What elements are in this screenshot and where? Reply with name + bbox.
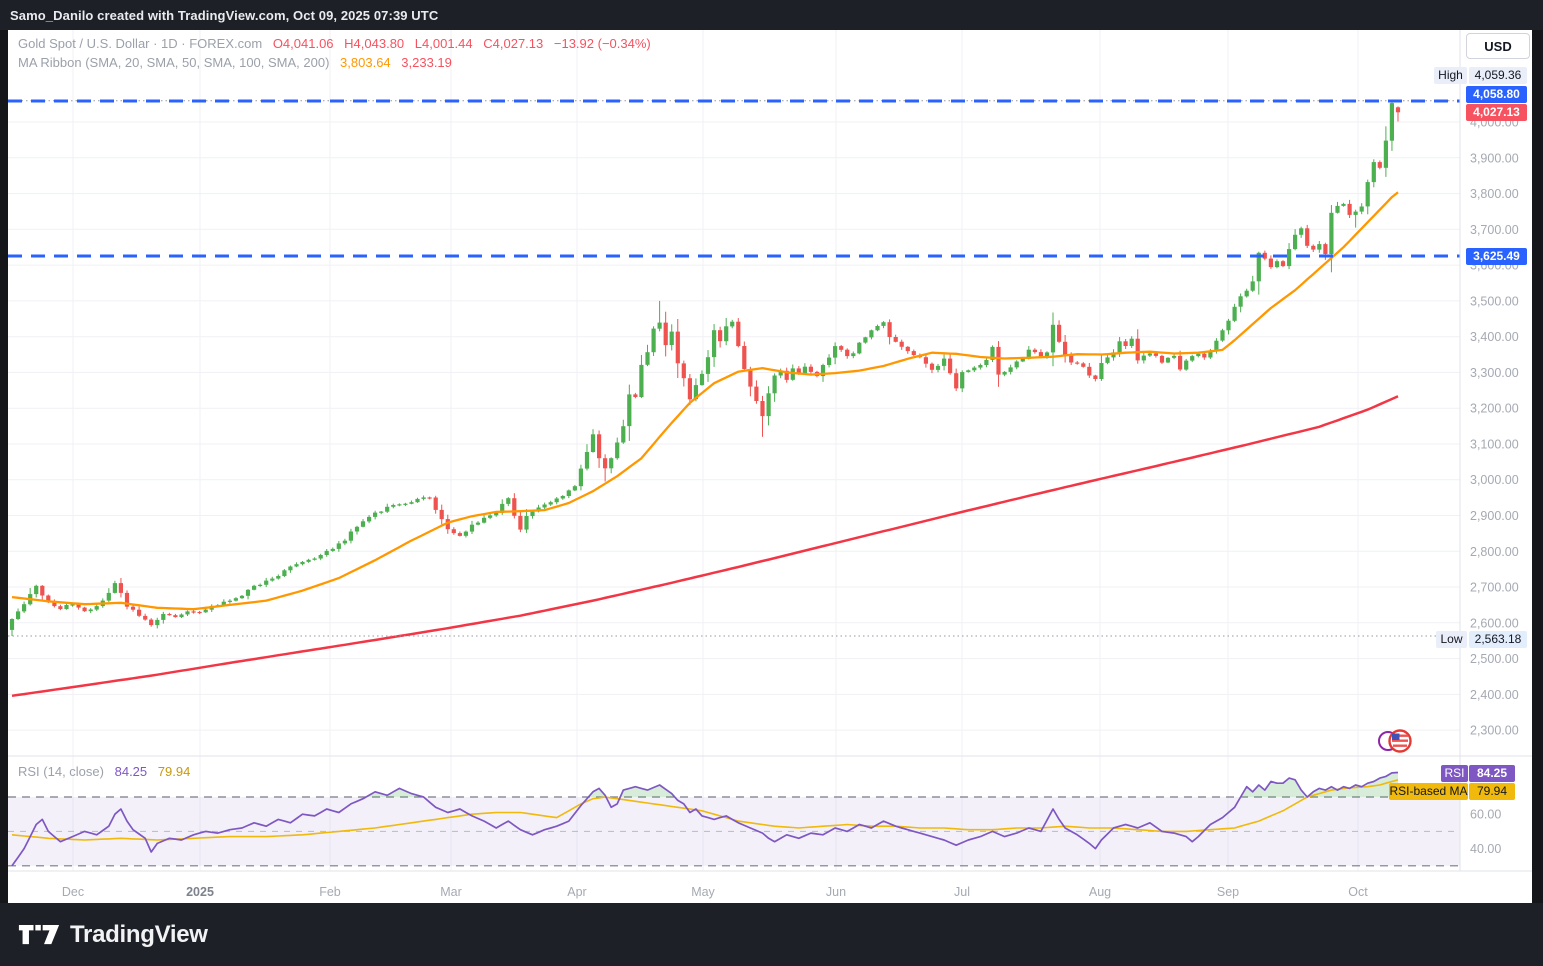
- chart-panel: [8, 30, 1532, 903]
- svg-text:2,300.00: 2,300.00: [1470, 724, 1519, 738]
- us-flag-icon: [1378, 729, 1412, 753]
- high-marker-label: High: [1434, 67, 1467, 84]
- change-value: −13.92 (−0.34%): [553, 36, 651, 51]
- ohlc-close: C4,027.13: [483, 36, 544, 51]
- horizontal-price-levels[interactable]: [8, 99, 1460, 637]
- high-marker-value: 4,059.36: [1469, 67, 1527, 84]
- svg-text:3,100.00: 3,100.00: [1470, 438, 1519, 452]
- svg-text:2,500.00: 2,500.00: [1470, 652, 1519, 666]
- svg-text:3,400.00: 3,400.00: [1470, 330, 1519, 344]
- ma-ribbon-legend[interactable]: MA Ribbon (SMA, 20, SMA, 50, SMA, 100, S…: [18, 55, 459, 70]
- sma-20-line[interactable]: [11, 191, 1399, 611]
- svg-text:3,200.00: 3,200.00: [1470, 402, 1519, 416]
- sma20-value: 3,803.64: [340, 55, 391, 70]
- svg-text:Mar: Mar: [440, 885, 462, 899]
- rsi-ma-value: 79.94: [157, 764, 191, 779]
- svg-text:2,600.00: 2,600.00: [1470, 616, 1519, 630]
- ohlc-open: O4,041.06: [272, 36, 334, 51]
- grid-lines: [8, 30, 1460, 871]
- svg-text:Aug: Aug: [1089, 885, 1111, 899]
- ohlc-high: H4,043.80: [344, 36, 405, 51]
- rsi-ma-badge-value: 79.94: [1469, 782, 1515, 800]
- symbol-title: Gold Spot / U.S. Dollar · 1D · FOREX.com: [18, 36, 263, 51]
- svg-text:Jul: Jul: [954, 885, 970, 899]
- lower-level-badge: 3,625.49: [1466, 247, 1527, 265]
- rsi-pane[interactable]: [8, 771, 1460, 867]
- svg-text:Dec: Dec: [62, 885, 84, 899]
- svg-text:Sep: Sep: [1217, 885, 1239, 899]
- last-price-badge: 4,027.13: [1466, 103, 1527, 121]
- svg-text:3,700.00: 3,700.00: [1470, 223, 1519, 237]
- ma-ribbon-label: MA Ribbon (SMA, 20, SMA, 50, SMA, 100, S…: [18, 55, 330, 70]
- svg-text:2,800.00: 2,800.00: [1470, 545, 1519, 559]
- price-axis[interactable]: 4,000.003,900.003,800.003,700.003,600.00…: [1470, 116, 1519, 857]
- svg-text:2,900.00: 2,900.00: [1470, 509, 1519, 523]
- svg-text:2025: 2025: [186, 885, 214, 899]
- footer-bar: TradingView: [0, 903, 1543, 966]
- rsi-legend[interactable]: RSI (14, close) 84.25 79.94: [18, 764, 197, 779]
- svg-text:Oct: Oct: [1348, 885, 1368, 899]
- upper-level-badge: 4,058.80: [1466, 86, 1527, 103]
- svg-text:3,000.00: 3,000.00: [1470, 473, 1519, 487]
- sma-200-line[interactable]: [11, 395, 1399, 698]
- ohlc-low: L4,001.44: [414, 36, 473, 51]
- svg-text:3,300.00: 3,300.00: [1470, 366, 1519, 380]
- svg-text:60.00: 60.00: [1470, 808, 1501, 822]
- tradingview-logo-icon: [18, 924, 60, 944]
- rsi-value: 84.25: [114, 764, 148, 779]
- symbol-legend[interactable]: Gold Spot / U.S. Dollar · 1D · FOREX.com…: [18, 36, 658, 51]
- sma200-value: 3,233.19: [401, 55, 452, 70]
- svg-text:3,800.00: 3,800.00: [1470, 187, 1519, 201]
- svg-text:May: May: [691, 885, 715, 899]
- svg-text:Feb: Feb: [319, 885, 341, 899]
- candlestick-series[interactable]: [9, 100, 1401, 636]
- price-pane[interactable]: [8, 99, 1460, 698]
- rsi-badge-label: RSI: [1441, 765, 1468, 782]
- currency-button[interactable]: USD: [1466, 33, 1530, 59]
- svg-text:2,700.00: 2,700.00: [1470, 581, 1519, 595]
- svg-text:3,500.00: 3,500.00: [1470, 294, 1519, 308]
- svg-text:3,900.00: 3,900.00: [1470, 151, 1519, 165]
- low-marker-label: Low: [1436, 631, 1467, 648]
- svg-text:2,400.00: 2,400.00: [1470, 688, 1519, 702]
- svg-text:Apr: Apr: [567, 885, 586, 899]
- time-axis[interactable]: Dec 2025 Feb Mar Apr May Jun Jul Aug Sep Oct: [62, 885, 1368, 899]
- rsi-label: RSI (14, close): [18, 764, 104, 779]
- rsi-ma-badge-label: RSI-based MA: [1389, 782, 1468, 800]
- pane-separators: [8, 30, 1532, 872]
- rsi-badge-value: 84.25: [1469, 765, 1515, 782]
- low-marker-value: 2,563.18: [1469, 631, 1527, 648]
- attribution-text: Samo_Danilo created with TradingView.com…: [10, 7, 439, 23]
- tradingview-brand-text: TradingView: [70, 920, 208, 948]
- svg-text:Jun: Jun: [826, 885, 846, 899]
- svg-text:40.00: 40.00: [1470, 842, 1501, 856]
- attribution-bar: Samo_Danilo created with TradingView.com…: [0, 0, 1543, 30]
